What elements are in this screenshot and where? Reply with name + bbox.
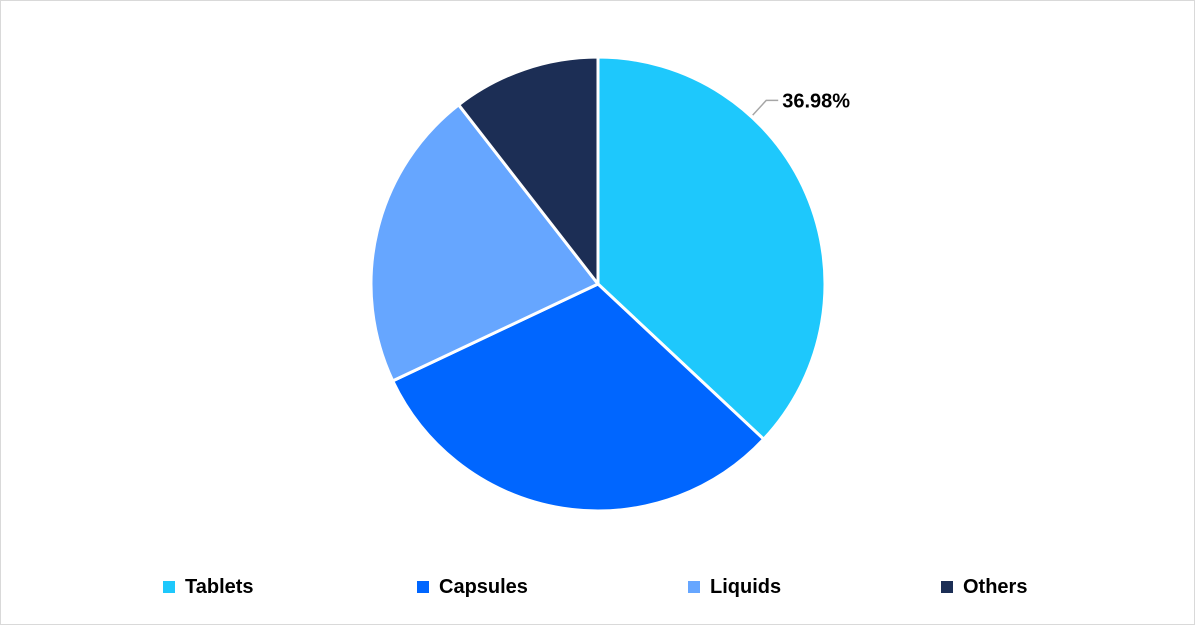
- legend-label-others: Others: [963, 575, 1028, 598]
- pie-slice-capsules[interactable]: [391, 282, 766, 513]
- pie-slice-tablets[interactable]: [596, 55, 827, 441]
- pie-slices: [369, 55, 827, 513]
- pie-data-labels: 36.98%: [752, 90, 850, 116]
- pie-chart: 36.98%: [369, 55, 850, 513]
- legend-swatch-others: [941, 581, 953, 593]
- legend-label-capsules: Capsules: [439, 575, 528, 598]
- legend-swatch-tablets: [163, 581, 175, 593]
- legend-label-tablets: Tablets: [185, 575, 254, 598]
- pie-slice-others[interactable]: [457, 55, 600, 286]
- leader-line-tablets: [752, 99, 779, 116]
- legend-item-capsules[interactable]: Capsules: [417, 575, 528, 599]
- legend-swatch-liquids: [688, 581, 700, 593]
- legend-item-liquids[interactable]: Liquids: [688, 575, 781, 599]
- legend-label-liquids: Liquids: [710, 575, 782, 598]
- pie-slice-liquids[interactable]: [369, 103, 600, 383]
- legend-item-tablets[interactable]: Tablets: [163, 575, 254, 599]
- data-label-tablets: 36.98%: [782, 90, 850, 112]
- legend-swatch-capsules: [417, 581, 429, 593]
- legend: Tablets Capsules Liquids Others: [1, 575, 1194, 599]
- legend-item-others[interactable]: Others: [941, 575, 1027, 599]
